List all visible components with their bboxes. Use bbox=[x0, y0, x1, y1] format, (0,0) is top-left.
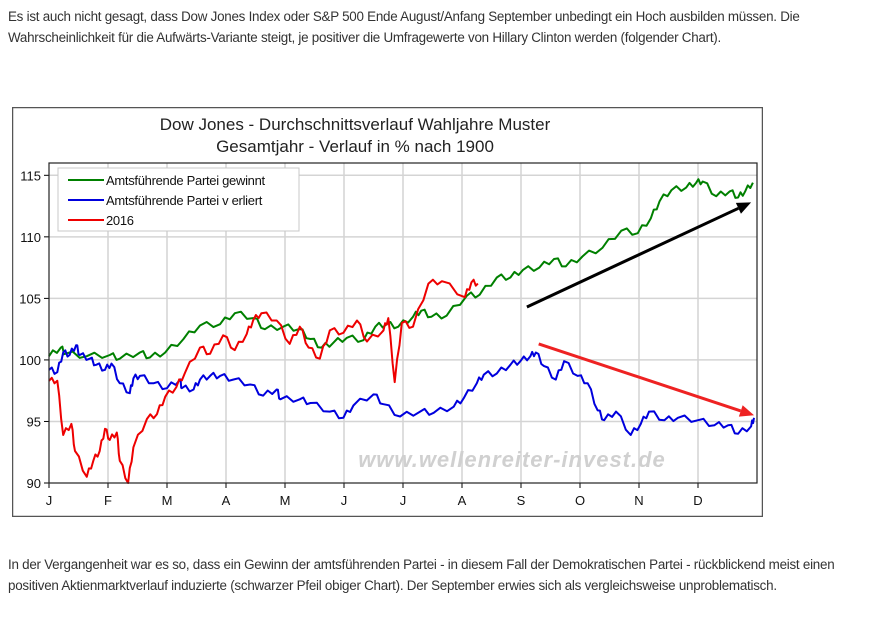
legend-label: 2016 bbox=[106, 213, 134, 228]
x-tick-label: S bbox=[517, 493, 526, 508]
x-tick-label: J bbox=[341, 493, 348, 508]
y-tick-label: 105 bbox=[19, 291, 41, 306]
x-tick-label: M bbox=[280, 493, 291, 508]
x-tick-label: M bbox=[162, 493, 173, 508]
x-tick-label: J bbox=[400, 493, 407, 508]
legend-label: Amtsführende Partei v erliert bbox=[106, 193, 263, 208]
chart-title-line-1: Dow Jones - Durchschnittsverlauf Wahljah… bbox=[160, 115, 551, 134]
conclusion-paragraph: In der Vergangenheit war es so, dass ein… bbox=[8, 557, 835, 593]
legend-label: Amtsführende Partei gewinnt bbox=[106, 173, 266, 188]
dow-jones-chart: Dow Jones - Durchschnittsverlauf Wahljah… bbox=[12, 107, 763, 517]
x-tick-label: D bbox=[693, 493, 702, 508]
x-tick-label: A bbox=[458, 493, 467, 508]
series-line-2 bbox=[48, 278, 479, 484]
x-tick-label: F bbox=[104, 493, 112, 508]
y-tick-label: 110 bbox=[20, 230, 41, 245]
plot-area-border bbox=[48, 162, 758, 484]
y-tick-label: 95 bbox=[27, 414, 41, 429]
y-tick-label: 115 bbox=[20, 168, 41, 183]
y-tick-label: 100 bbox=[19, 353, 41, 368]
annotations bbox=[526, 202, 755, 417]
x-tick-label: N bbox=[634, 493, 643, 508]
x-tick-label: J bbox=[46, 493, 53, 508]
series-line-1 bbox=[48, 344, 755, 436]
arrow-shaft-0 bbox=[526, 206, 740, 309]
series-lines bbox=[48, 178, 755, 484]
arrow-head-0 bbox=[735, 202, 752, 214]
arrow-shaft-1 bbox=[538, 342, 742, 413]
x-tick-label: O bbox=[575, 493, 585, 508]
arrow-head-1 bbox=[738, 405, 755, 417]
y-tick-label: 90 bbox=[27, 476, 41, 491]
chart-title-line-2: Gesamtjahr - Verlauf in % nach 1900 bbox=[216, 137, 494, 156]
watermark: www.wellenreiter-invest.de bbox=[358, 447, 666, 472]
legend: Amtsführende Partei gewinnt Amtsführende … bbox=[57, 167, 300, 232]
axes: 90 95 100 105 110 115 J F M A M J J A S O N D bbox=[19, 162, 758, 508]
x-tick-label: A bbox=[222, 493, 231, 508]
intro-paragraph: Es ist auch nicht gesagt, dass Dow Jones… bbox=[8, 9, 800, 45]
